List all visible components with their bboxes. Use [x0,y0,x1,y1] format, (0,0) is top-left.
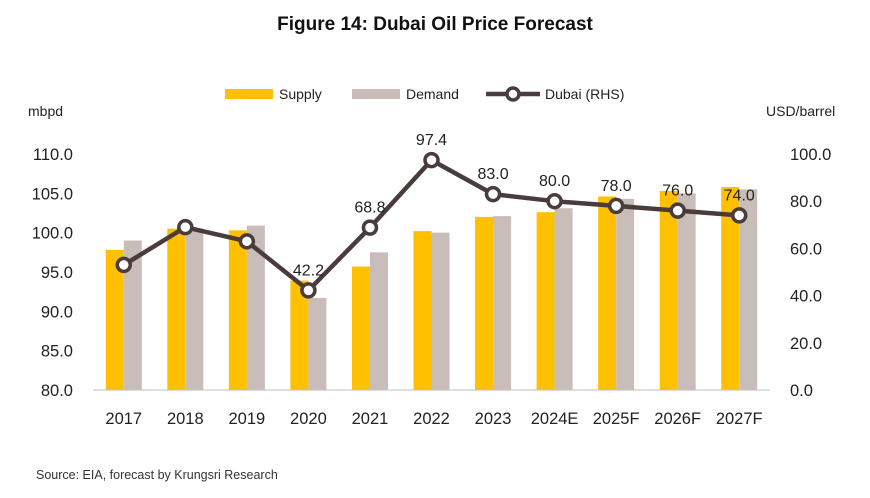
left-tick-95.0: 95.0 [41,264,73,282]
right-axis-unit: USD/barrel [766,103,835,119]
x-tick-2022: 2022 [413,410,450,428]
legend-label-supply: Supply [279,86,322,102]
demand-bar-2021 [369,252,388,390]
right-tick-20.0: 20.0 [790,335,822,353]
right-tick-0.0: 0.0 [790,382,813,400]
dubai-point-2021 [361,219,379,236]
legend-label-demand: Demand [406,86,459,102]
x-tick-2023: 2023 [475,410,512,428]
dubai-label-2024E: 80.0 [539,173,570,190]
x-tick-2020: 2020 [290,410,327,428]
legend-marker-dubai [505,86,521,102]
left-tick-90.0: 90.0 [41,303,73,321]
dubai-label-2025F: 78.0 [601,178,632,195]
x-tick-2025F: 2025F [593,410,640,428]
demand-bar-2025F [616,198,635,390]
dubai-label-2021: 68.8 [354,200,385,217]
dubai-point-2026F [669,202,686,219]
supply-bar-2025F [598,196,617,390]
x-axis-ticks: 2017 2018 2019 2020 2021 2022 2023 2024E 2025F 20… [105,410,762,428]
x-tick-2026F: 2026F [654,410,701,428]
dubai-point-2019 [238,233,256,250]
left-axis-ticks: 80.0 85.0 90.0 95.0 100.0 105.0 110.0 [32,146,73,400]
dubai-label-2020: 42.2 [293,262,324,279]
dubai-label-2023: 83.0 [477,166,508,183]
left-axis-unit: mbpd [28,103,63,119]
demand-bar-2022 [431,232,450,390]
right-tick-40.0: 40.0 [790,288,822,306]
dubai-point-2020 [300,282,317,299]
demand-bar-2018 [185,228,204,390]
dubai-point-2027F [730,207,748,224]
supply-bar-2022 [413,231,432,390]
supply-bar-2023 [475,216,494,390]
dubai-point-2017 [115,256,133,274]
dubai-point-2025F [607,197,625,215]
bars [105,187,758,390]
legend-label-dubai: Dubai (RHS) [545,86,624,102]
chart-source: Source: EIA, forecast by Krungsri Resear… [36,468,278,482]
demand-bar-2023 [493,216,512,390]
supply-bar-2020 [290,280,309,390]
supply-bar-2027F [721,187,740,390]
legend: Supply Demand Dubai (RHS) [225,86,624,102]
dubai-point-2023 [484,185,502,203]
demand-bar-2019 [246,225,265,390]
right-tick-60.0: 60.0 [790,240,822,258]
left-tick-110.0: 110.0 [33,146,73,164]
demand-bar-2020 [308,297,327,390]
left-tick-80.0: 80.0 [41,382,73,400]
dubai-label-2022: 97.4 [416,132,447,149]
demand-bar-2027F [739,189,758,390]
left-tick-100.0: 100.0 [32,225,73,243]
right-axis-ticks: 0.0 20.0 40.0 60.0 80.0 100.0 [790,146,831,400]
demand-bar-2024E [554,208,573,390]
x-tick-2018: 2018 [167,410,204,428]
dubai-point-2022 [423,151,440,169]
x-tick-2027F: 2027F [716,410,763,428]
dubai-label-2027F: 74.0 [724,187,755,204]
supply-bar-2021 [351,266,370,390]
demand-bar-2017 [123,240,142,390]
x-tick-2017: 2017 [105,410,142,428]
data-labels: 42.2 68.8 97.4 83.0 80.0 78.0 76.0 74.0 [293,132,755,279]
supply-bar-2024E [536,212,555,390]
legend-swatch-demand [352,89,400,99]
dubai-line-series [115,151,748,299]
dubai-label-2026F: 76.0 [662,183,693,200]
supply-bar-2018 [167,228,186,390]
x-tick-2021: 2021 [352,410,389,428]
right-tick-100.0: 100.0 [790,146,831,164]
x-tick-2024E: 2024E [531,410,579,428]
legend-swatch-supply [225,89,273,99]
left-tick-85.0: 85.0 [41,343,73,361]
x-tick-2019: 2019 [229,410,266,428]
left-tick-105.0: 105.0 [32,185,73,203]
supply-bar-2019 [228,230,247,390]
supply-bar-2017 [105,249,124,390]
supply-bar-2026F [659,190,678,390]
right-tick-80.0: 80.0 [790,193,822,211]
demand-bar-2026F [677,193,696,390]
dubai-point-2018 [177,218,194,236]
dubai-point-2024E [546,192,563,210]
chart-title: Figure 14: Dubai Oil Price Forecast [277,14,593,35]
